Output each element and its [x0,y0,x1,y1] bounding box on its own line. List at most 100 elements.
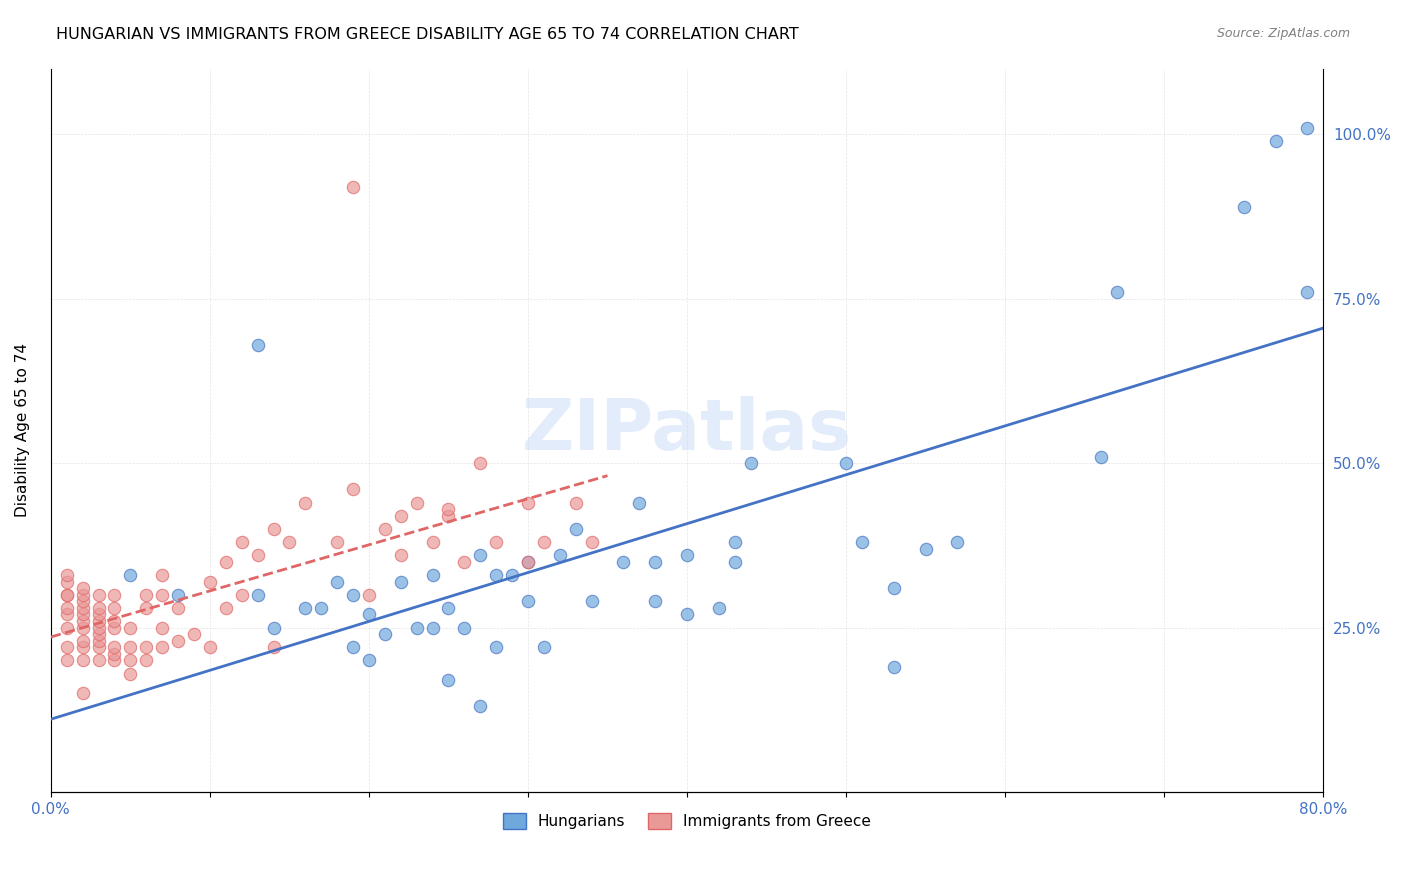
Immigrants from Greece [150,621,173,635]
Immigrants from Greece [103,614,125,628]
Immigrants from Greece [389,548,412,562]
Immigrants from Greece [263,522,285,536]
Hungarians [294,600,316,615]
Hungarians [564,522,586,536]
Hungarians [309,600,332,615]
Hungarians [914,541,936,556]
Immigrants from Greece [135,588,157,602]
Hungarians [628,495,651,509]
Hungarians [470,699,492,714]
Immigrants from Greece [135,653,157,667]
Immigrants from Greece [120,653,142,667]
Hungarians [517,594,540,608]
Immigrants from Greece [55,607,77,622]
Immigrants from Greece [72,607,94,622]
Hungarians [263,621,285,635]
Hungarians [342,640,364,655]
Immigrants from Greece [342,180,364,194]
Immigrants from Greece [87,627,110,641]
Text: HUNGARIAN VS IMMIGRANTS FROM GREECE DISABILITY AGE 65 TO 74 CORRELATION CHART: HUNGARIAN VS IMMIGRANTS FROM GREECE DISA… [56,27,799,42]
Immigrants from Greece [517,555,540,569]
Immigrants from Greece [150,568,173,582]
Hungarians [724,555,747,569]
Immigrants from Greece [120,621,142,635]
Immigrants from Greece [231,535,253,549]
Immigrants from Greece [72,594,94,608]
Immigrants from Greece [55,640,77,655]
Hungarians [167,588,190,602]
Immigrants from Greece [357,588,380,602]
Immigrants from Greece [581,535,603,549]
Text: ZIPatlas: ZIPatlas [522,396,852,465]
Immigrants from Greece [150,588,173,602]
Hungarians [485,640,508,655]
Immigrants from Greece [72,633,94,648]
Immigrants from Greece [198,574,221,589]
Immigrants from Greece [183,627,205,641]
Hungarians [612,555,634,569]
Immigrants from Greece [167,633,190,648]
Hungarians [1233,200,1256,214]
Hungarians [707,600,730,615]
Hungarians [437,600,460,615]
Immigrants from Greece [103,653,125,667]
Hungarians [676,548,699,562]
Hungarians [517,555,540,569]
Hungarians [1090,450,1112,464]
Hungarians [548,548,571,562]
Hungarians [326,574,349,589]
Hungarians [1296,285,1319,299]
Immigrants from Greece [215,600,238,615]
Hungarians [740,456,762,470]
Immigrants from Greece [389,508,412,523]
Immigrants from Greece [198,640,221,655]
Hungarians [1296,120,1319,135]
Hungarians [1105,285,1128,299]
Immigrants from Greece [87,640,110,655]
Immigrants from Greece [103,588,125,602]
Immigrants from Greece [470,456,492,470]
Immigrants from Greece [120,666,142,681]
Hungarians [724,535,747,549]
Immigrants from Greece [103,600,125,615]
Text: Source: ZipAtlas.com: Source: ZipAtlas.com [1216,27,1350,40]
Hungarians [389,574,412,589]
Immigrants from Greece [87,600,110,615]
Hungarians [342,588,364,602]
Immigrants from Greece [55,568,77,582]
Y-axis label: Disability Age 65 to 74: Disability Age 65 to 74 [15,343,30,517]
Immigrants from Greece [72,581,94,595]
Immigrants from Greece [167,600,190,615]
Hungarians [501,568,523,582]
Hungarians [1264,134,1286,148]
Immigrants from Greece [326,535,349,549]
Hungarians [453,621,475,635]
Immigrants from Greece [422,535,444,549]
Immigrants from Greece [55,653,77,667]
Immigrants from Greece [72,588,94,602]
Hungarians [405,621,427,635]
Immigrants from Greece [150,640,173,655]
Immigrants from Greece [294,495,316,509]
Immigrants from Greece [135,640,157,655]
Immigrants from Greece [342,483,364,497]
Immigrants from Greece [246,548,269,562]
Immigrants from Greece [55,621,77,635]
Hungarians [357,607,380,622]
Immigrants from Greece [87,588,110,602]
Immigrants from Greece [72,600,94,615]
Immigrants from Greece [72,653,94,667]
Immigrants from Greece [72,614,94,628]
Immigrants from Greece [453,555,475,569]
Hungarians [422,621,444,635]
Immigrants from Greece [72,640,94,655]
Immigrants from Greece [231,588,253,602]
Hungarians [533,640,555,655]
Immigrants from Greece [72,686,94,700]
Hungarians [357,653,380,667]
Immigrants from Greece [517,495,540,509]
Immigrants from Greece [437,502,460,516]
Immigrants from Greece [55,588,77,602]
Hungarians [644,594,666,608]
Immigrants from Greece [55,600,77,615]
